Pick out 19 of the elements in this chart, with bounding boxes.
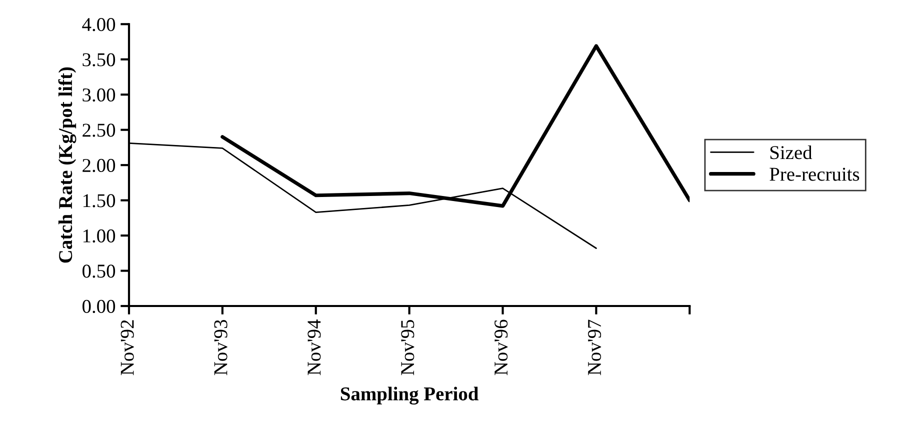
y-tick-label: 0.00 bbox=[82, 300, 116, 314]
y-tick-label: 3.00 bbox=[82, 88, 116, 102]
legend-label: Sized bbox=[770, 146, 812, 160]
x-tick-label: Nov'92 bbox=[120, 320, 134, 376]
x-tick-label: Nov'96 bbox=[494, 320, 508, 376]
x-tick-label: Nov'97 bbox=[588, 320, 602, 376]
y-tick-label: 1.50 bbox=[83, 194, 116, 208]
x-tick-label: Nov'95 bbox=[401, 320, 414, 376]
y-axis-title: Catch Rate (Kg/pot lift) bbox=[58, 67, 76, 263]
y-tick-label: 0.50 bbox=[82, 264, 116, 278]
y-tick-label: 3.50 bbox=[82, 53, 116, 66]
y-tick-label: 2.00 bbox=[82, 158, 116, 172]
x-tick-label: Nov'94 bbox=[308, 320, 321, 376]
y-tick-label: 1.00 bbox=[83, 229, 116, 243]
x-tick-label: Nov'93 bbox=[214, 320, 228, 376]
x-axis-title: Sampling Period bbox=[340, 386, 479, 405]
y-tick-label: 4.00 bbox=[82, 18, 116, 32]
y-tick-label: 2.50 bbox=[82, 124, 116, 137]
legend-label: Pre-recruits bbox=[770, 168, 860, 181]
